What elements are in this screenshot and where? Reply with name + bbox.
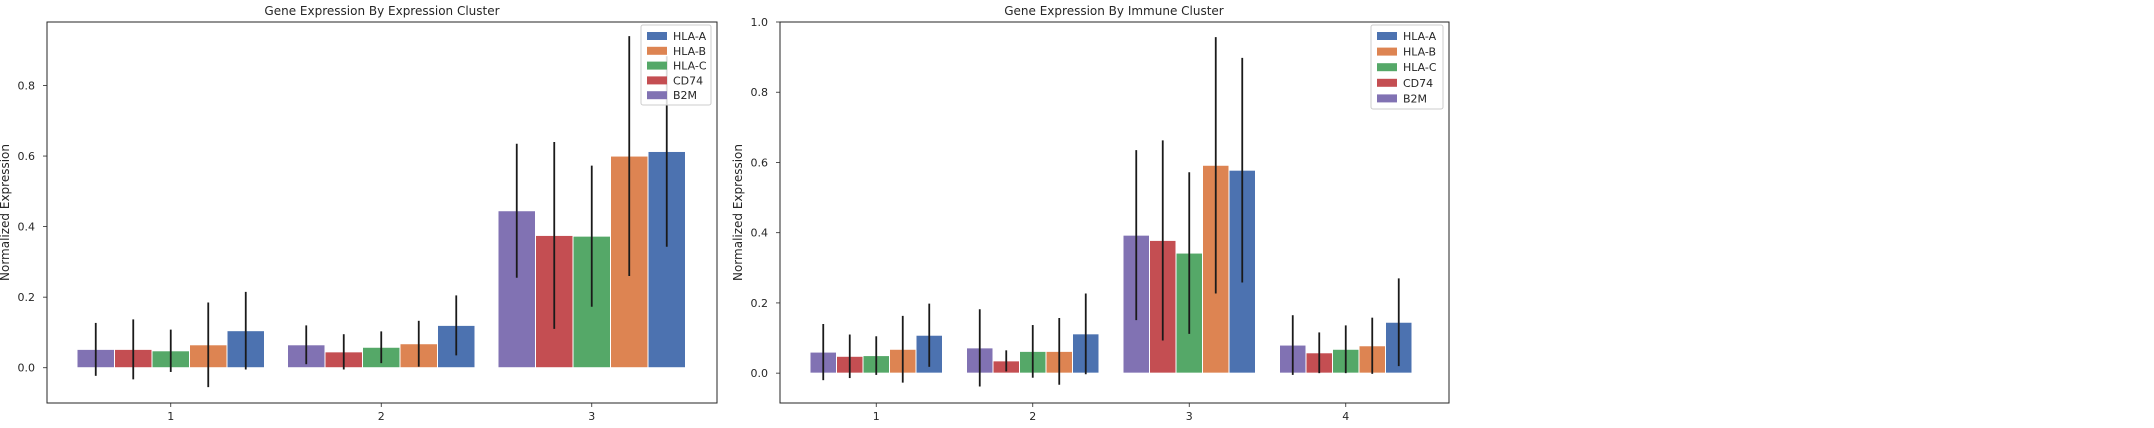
legend-label-b2m: B2M	[673, 89, 697, 102]
legend-swatch-b2m	[647, 91, 667, 100]
x-tick-label: 1	[873, 410, 880, 423]
plot-frame	[46, 21, 718, 404]
x-tick-label: 1	[167, 410, 174, 423]
legend: HLA-A HLA-B HLA-C CD74 B2M	[1370, 24, 1444, 110]
x-tick-label: 3	[588, 410, 595, 423]
x-tick-label: 2	[1029, 410, 1036, 423]
legend-label-hla-a: HLA-A	[1403, 30, 1437, 43]
y-tick-label: 1.0	[751, 16, 769, 29]
y-tick-label: 0.2	[18, 291, 36, 304]
legend-swatch-hla-b	[647, 46, 667, 55]
legend-swatch-b2m	[1377, 94, 1397, 103]
chart-title: Gene Expression By Immune Cluster	[1004, 4, 1224, 18]
legend-swatch-hla-c	[1377, 63, 1397, 72]
legend-label-hla-b: HLA-B	[673, 45, 706, 58]
legend-swatch-hla-c	[647, 61, 667, 70]
y-tick-label: 0.6	[751, 156, 769, 169]
x-tick-label: 3	[1186, 410, 1193, 423]
chart-expression-cluster: Gene Expression By Expression Cluster Nor…	[0, 4, 718, 423]
y-tick-label: 0.8	[18, 80, 36, 93]
chart-title: Gene Expression By Expression Cluster	[264, 4, 499, 18]
legend-label-hla-c: HLA-C	[1403, 61, 1437, 74]
legend-box	[1370, 24, 1444, 110]
y-tick-label: 0.6	[18, 150, 36, 163]
y-axis-label: Normalized Expression	[0, 144, 12, 281]
legend-label-hla-a: HLA-A	[673, 30, 707, 43]
legend-box	[640, 24, 712, 106]
x-tick-label: 2	[378, 410, 385, 423]
legend-swatch-hla-b	[1377, 47, 1397, 56]
y-tick-label: 0.0	[751, 367, 769, 380]
legend-swatch-hla-a	[647, 32, 667, 40]
legend-label-hla-c: HLA-C	[673, 60, 707, 73]
legend-label-hla-b: HLA-B	[1403, 46, 1436, 59]
chart-immune-cluster: Gene Expression By Immune Cluster Normali…	[731, 4, 1450, 423]
y-axis-label: Normalized Expression	[731, 144, 745, 281]
legend-swatch-hla-a	[1377, 32, 1397, 40]
y-tick-label: 0.8	[751, 86, 769, 99]
y-tick-label: 0.0	[18, 362, 36, 375]
legend-label-b2m: B2M	[1403, 92, 1427, 105]
y-tick-label: 0.4	[18, 221, 36, 234]
legend-swatch-cd74	[647, 76, 667, 85]
legend-swatch-cd74	[1377, 78, 1397, 87]
y-tick-label: 0.4	[751, 227, 769, 240]
legend-label-cd74: CD74	[673, 74, 703, 87]
x-tick-label: 4	[1342, 410, 1349, 423]
plot-frame	[779, 21, 1450, 404]
legend-label-cd74: CD74	[1403, 77, 1433, 90]
y-tick-label: 0.2	[751, 297, 769, 310]
